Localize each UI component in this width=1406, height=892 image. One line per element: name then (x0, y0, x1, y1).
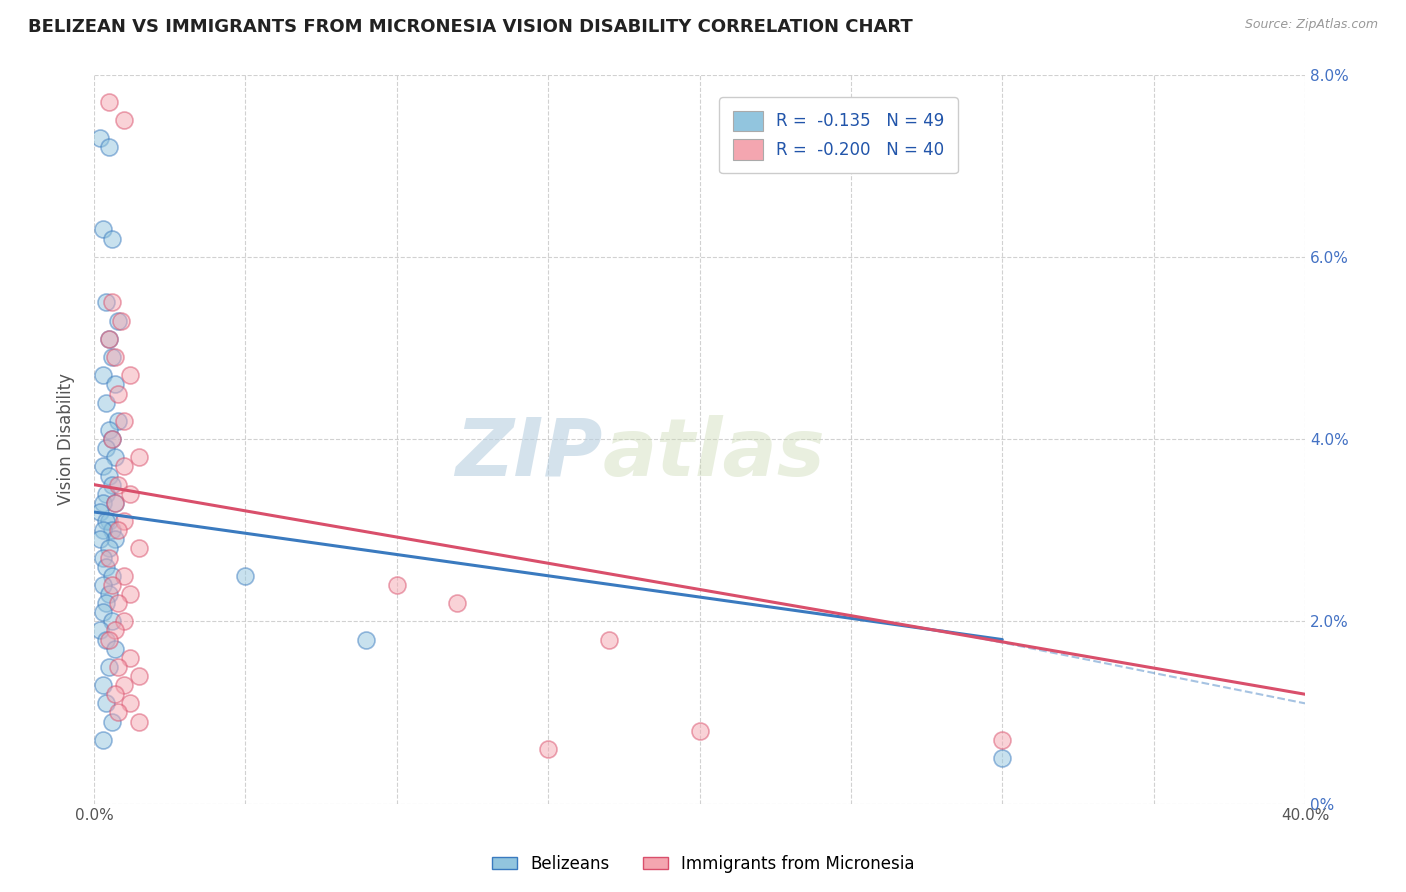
Point (101, 568, 124, 582)
Point (101, 432, 124, 446)
Point (104, 533, 127, 547)
Legend: R =  -0.135   N = 49, R =  -0.200   N = 40: R = -0.135 N = 49, R = -0.200 N = 40 (720, 97, 957, 173)
Point (112, 678, 135, 692)
Point (112, 615, 135, 629)
Point (104, 350, 127, 364)
Point (101, 615, 124, 629)
Text: atlas: atlas (603, 415, 825, 492)
Text: ZIP: ZIP (456, 415, 603, 492)
Point (91, 523, 114, 537)
Point (101, 432, 124, 446)
Point (107, 386, 129, 401)
Point (101, 578, 124, 592)
Point (101, 231, 124, 245)
Point (385, 578, 408, 592)
Point (120, 487, 142, 501)
Text: Source: ZipAtlas.com: Source: ZipAtlas.com (1244, 18, 1378, 31)
Point (94, 697, 117, 711)
Point (107, 660, 129, 674)
Point (112, 113, 135, 128)
Point (991, 751, 1014, 765)
Point (91, 368, 114, 383)
Point (128, 541, 150, 556)
Point (120, 697, 142, 711)
Point (91, 459, 114, 474)
Point (94, 395, 117, 409)
Point (112, 514, 135, 528)
Point (94, 632, 117, 647)
Point (94, 596, 117, 610)
Point (120, 650, 142, 665)
Point (104, 450, 127, 465)
Point (104, 624, 127, 638)
Point (91, 605, 114, 619)
Point (991, 732, 1014, 747)
Point (112, 414, 135, 428)
Point (98, 541, 121, 556)
Point (91, 496, 114, 510)
Point (112, 568, 135, 582)
Point (110, 313, 132, 327)
Point (91, 732, 114, 747)
Point (128, 450, 150, 465)
Point (98, 550, 121, 565)
Point (120, 587, 142, 601)
Y-axis label: Vision Disability: Vision Disability (58, 373, 75, 505)
Point (128, 714, 150, 729)
Point (446, 596, 468, 610)
Point (104, 641, 127, 656)
Point (94, 514, 117, 528)
Point (598, 632, 620, 647)
Point (107, 706, 129, 720)
Point (104, 496, 127, 510)
Text: BELIZEAN VS IMMIGRANTS FROM MICRONESIA VISION DISABILITY CORRELATION CHART: BELIZEAN VS IMMIGRANTS FROM MICRONESIA V… (28, 18, 912, 36)
Point (98, 140, 121, 154)
Point (120, 368, 142, 383)
Point (94, 487, 117, 501)
Point (98, 514, 121, 528)
Point (233, 568, 256, 582)
Point (91, 550, 114, 565)
Point (89, 131, 111, 145)
Point (91, 578, 114, 592)
Point (98, 423, 121, 437)
Point (91, 222, 114, 236)
Point (689, 723, 711, 738)
Point (107, 313, 129, 327)
Point (89, 533, 111, 547)
Point (94, 441, 117, 455)
Point (104, 687, 127, 701)
Point (98, 95, 121, 109)
Point (101, 350, 124, 364)
Point (107, 596, 129, 610)
Point (537, 742, 560, 756)
Point (101, 477, 124, 491)
Point (101, 714, 124, 729)
Point (101, 295, 124, 310)
Point (98, 660, 121, 674)
Point (94, 295, 117, 310)
Point (94, 559, 117, 574)
Point (91, 678, 114, 692)
Point (107, 414, 129, 428)
Point (356, 632, 378, 647)
Point (104, 377, 127, 392)
Point (98, 332, 121, 346)
Point (107, 523, 129, 537)
Point (89, 505, 111, 519)
Point (98, 332, 121, 346)
Point (98, 468, 121, 483)
Point (107, 477, 129, 491)
Point (112, 459, 135, 474)
Point (128, 669, 150, 683)
Point (104, 496, 127, 510)
Legend: Belizeans, Immigrants from Micronesia: Belizeans, Immigrants from Micronesia (485, 848, 921, 880)
Point (89, 624, 111, 638)
Point (98, 587, 121, 601)
Point (98, 632, 121, 647)
Point (101, 523, 124, 537)
